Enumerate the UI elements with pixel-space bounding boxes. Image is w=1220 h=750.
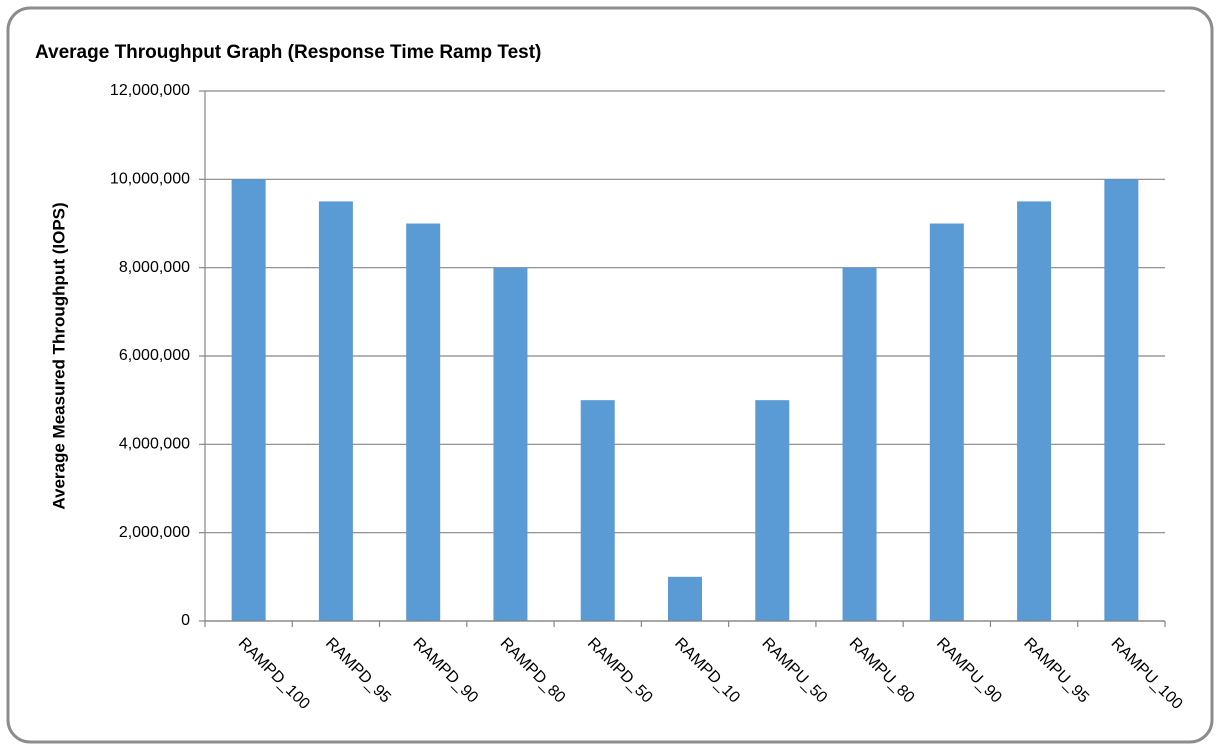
bar [231,179,266,622]
bar [1017,201,1052,621]
bar [318,201,353,621]
bar [1104,179,1139,622]
bar [842,267,877,621]
bar [929,223,964,621]
y-tick-label: 2,000,000 [119,524,190,541]
y-tick-label: 12,000,000 [110,82,190,99]
bar [580,400,615,621]
bar [668,576,702,621]
bar [406,223,441,621]
y-tick-label: 0 [181,612,190,629]
chart-frame [6,6,1214,744]
y-tick-label: 4,000,000 [119,436,190,453]
bar [493,267,528,621]
y-axis-title: Average Measured Throughput (IOPS) [49,202,68,509]
chart-title: Average Throughput Graph (Response Time … [35,42,541,63]
bar [755,400,790,621]
y-tick-label: 10,000,000 [110,171,190,188]
y-tick-label: 6,000,000 [119,347,190,364]
y-tick-label: 8,000,000 [119,259,190,276]
